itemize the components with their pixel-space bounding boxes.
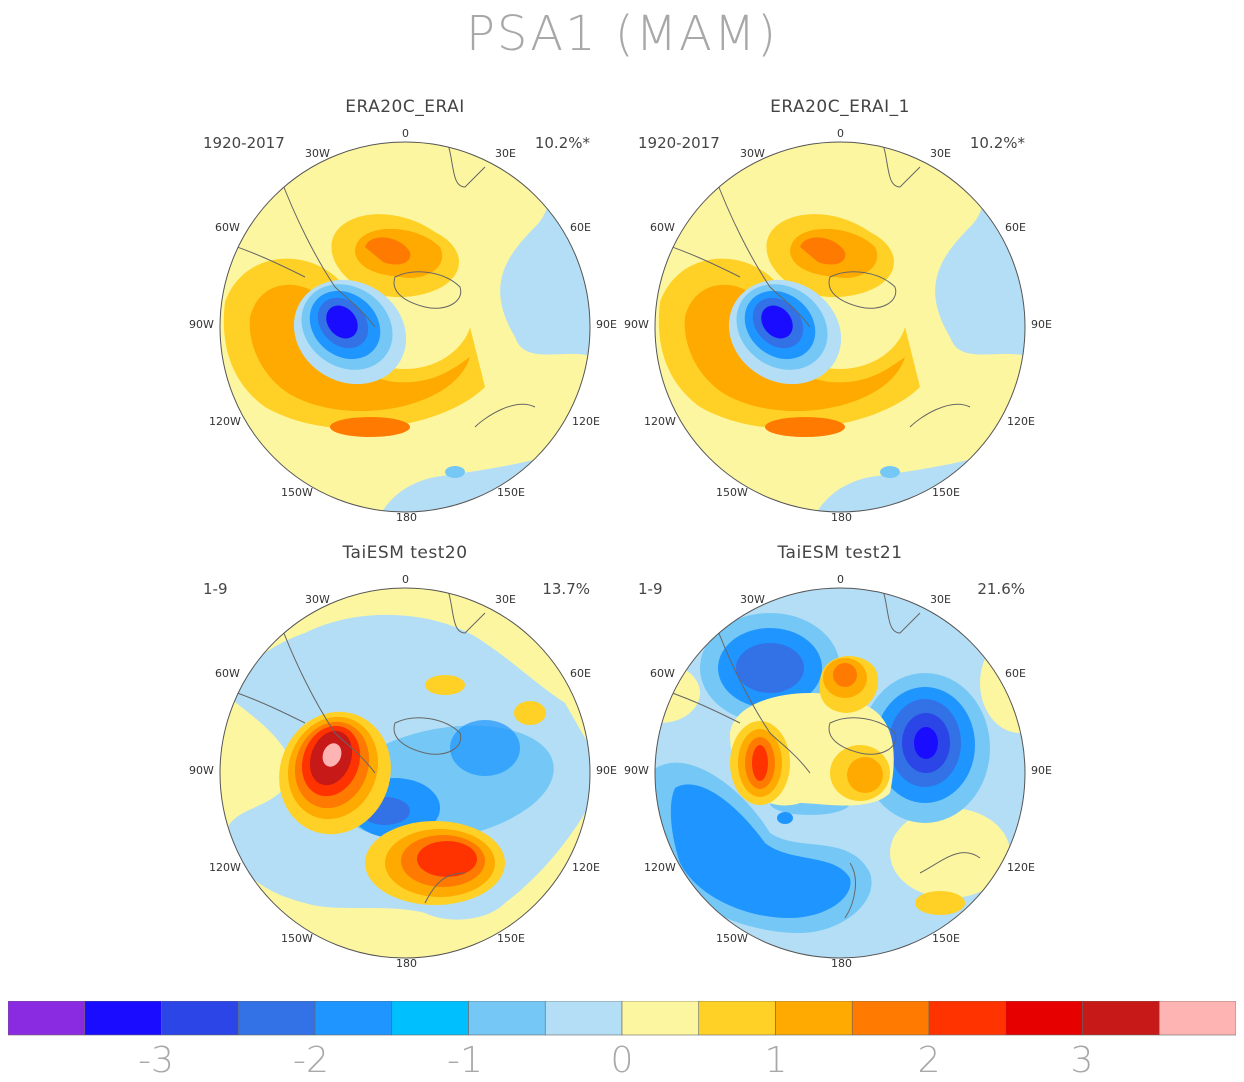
colorbar-swatch (1005, 1001, 1083, 1036)
panel-taiesm-test21: TaiESM test21 1-9 21.6% (620, 543, 1060, 983)
lon-label: 30E (930, 147, 951, 160)
colorbar-tick-label: 2 (917, 1040, 941, 1081)
colorbar-swatch (928, 1001, 1007, 1036)
colorbar-tick-label: -2 (293, 1040, 329, 1081)
lon-label: 60E (570, 667, 591, 680)
colorbar-swatch (391, 1001, 469, 1036)
lon-label: 150E (497, 486, 525, 499)
lon-label: 0 (402, 573, 409, 586)
lon-label: 0 (402, 127, 409, 140)
colorbar-swatch (314, 1001, 393, 1036)
colorbar-swatch (698, 1001, 776, 1036)
lon-label: 150E (932, 932, 960, 945)
figure-title: PSA1 (MAM) (465, 6, 779, 62)
lon-label: 30E (495, 147, 516, 160)
colorbar-swatch (1082, 1001, 1160, 1036)
lon-label: 120W (209, 415, 241, 428)
polar-map: 0 30W 30E 60W 60E 90W 90E 120W 120E 150W… (624, 573, 1052, 970)
colorbar-swatch (775, 1001, 853, 1036)
lon-label: 90W (189, 318, 214, 331)
lon-label: 120E (572, 861, 600, 874)
lon-label: 90E (1031, 318, 1052, 331)
lon-label: 120E (572, 415, 600, 428)
lon-label: 90E (1031, 764, 1052, 777)
panel-title: ERA20C_ERAI (345, 97, 465, 117)
lon-label: 90W (624, 764, 649, 777)
lon-label: 150W (281, 486, 313, 499)
colorbar (8, 1001, 1236, 1036)
colorbar-tick-label: 1 (764, 1040, 788, 1081)
colorbar-tick-label: -1 (447, 1040, 483, 1081)
lon-label: 180 (831, 511, 852, 524)
lon-label: 60W (215, 667, 240, 680)
lon-label: 120E (1007, 415, 1035, 428)
lon-label: 180 (396, 511, 417, 524)
lon-label: 90W (624, 318, 649, 331)
lon-label: 150E (932, 486, 960, 499)
period-label: 1-9 (638, 580, 663, 598)
panel-title: TaiESM test20 (342, 543, 468, 563)
lon-label: 30E (930, 593, 951, 606)
colorbar-swatch (161, 1001, 239, 1036)
period-label: 1-9 (203, 580, 228, 598)
polar-map: 0 30W 30E 60W 60E 90W 90E 120W 120E 150W… (624, 127, 1052, 524)
panel-title: ERA20C_ERAI_1 (770, 97, 910, 117)
lon-label: 60W (650, 667, 675, 680)
period-label: 1920-2017 (203, 134, 285, 152)
lon-label: 90W (189, 764, 214, 777)
colorbar-swatch (84, 1001, 162, 1036)
lon-label: 60E (1005, 667, 1026, 680)
lon-label: 120W (644, 861, 676, 874)
lon-label: 30E (495, 593, 516, 606)
variance-percent: 13.7% (542, 580, 590, 598)
lon-label: 60W (215, 221, 240, 234)
lon-label: 120E (1007, 861, 1035, 874)
lon-label: 30W (740, 147, 765, 160)
lon-label: 60E (570, 221, 591, 234)
lon-label: 120W (644, 415, 676, 428)
lon-label: 30W (305, 593, 330, 606)
variance-percent: 21.6% (977, 580, 1025, 598)
lon-label: 30W (740, 593, 765, 606)
colorbar-tick-label: -3 (138, 1040, 174, 1081)
lon-label: 90E (596, 764, 617, 777)
lon-label: 150W (716, 932, 748, 945)
lon-label: 150W (716, 486, 748, 499)
variance-percent: 10.2%* (534, 134, 590, 152)
colorbar-swatch (621, 1001, 700, 1036)
colorbar-swatch (468, 1001, 546, 1036)
lon-label: 90E (596, 318, 617, 331)
lon-label: 150W (281, 932, 313, 945)
lon-label: 0 (837, 573, 844, 586)
lon-label: 30W (305, 147, 330, 160)
lon-label: 120W (209, 861, 241, 874)
lon-label: 150E (497, 932, 525, 945)
panel-era20c-erai-1: ERA20C_ERAI_1 1920-2017 10.2%* 0 30W 30E… (620, 97, 1060, 537)
colorbar-swatch (237, 1001, 316, 1036)
colorbar-swatch (8, 1001, 86, 1036)
polar-map: 0 30W 30E 60W 60E 90W 90E 120W 120E 150W… (189, 127, 617, 524)
lon-label: 60E (1005, 221, 1026, 234)
lon-label: 180 (396, 957, 417, 970)
panel-era20c-erai: ERA20C_ERAI 1920-2017 10.2%* 0 30W 30E 6… (185, 97, 625, 537)
colorbar-tick-label: 3 (1070, 1040, 1094, 1081)
panel-title: TaiESM test21 (777, 543, 903, 563)
variance-percent: 10.2%* (969, 134, 1025, 152)
colorbar-swatch (544, 1001, 623, 1036)
panel-taiesm-test20: TaiESM test20 1-9 13.7% 0 (185, 543, 625, 983)
colorbar-tick-label: 0 (610, 1040, 634, 1081)
period-label: 1920-2017 (638, 134, 720, 152)
lon-label: 60W (650, 221, 675, 234)
polar-map: 0 30W 30E 60W 60E 90W 90E 120W 120E 150W… (189, 573, 617, 970)
lon-label: 180 (831, 957, 852, 970)
colorbar-swatch (851, 1001, 930, 1036)
lon-label: 0 (837, 127, 844, 140)
colorbar-swatch (1158, 1001, 1236, 1036)
